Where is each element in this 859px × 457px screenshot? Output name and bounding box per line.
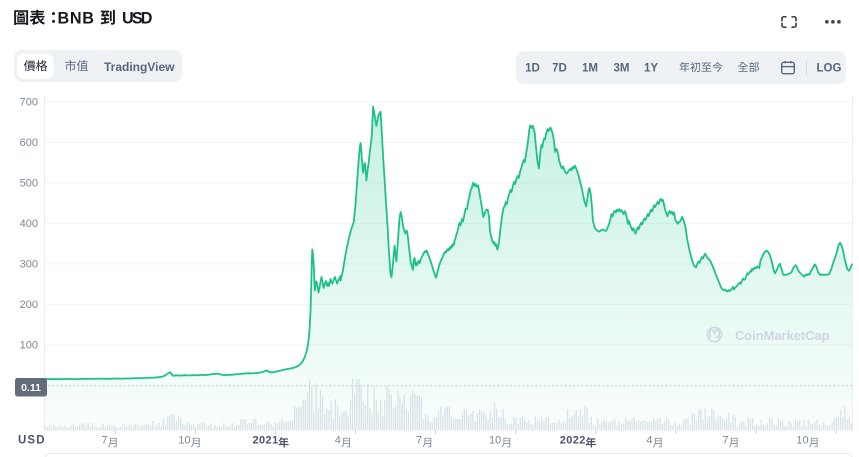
svg-text:3M: 3M [614, 62, 630, 74]
svg-text:10: 10 [796, 435, 808, 447]
svg-text:4: 4 [335, 435, 341, 447]
svg-text:7: 7 [101, 435, 107, 447]
svg-text:USD: USD [122, 10, 153, 28]
svg-text:10: 10 [489, 435, 501, 447]
svg-text:2021: 2021 [253, 435, 279, 447]
svg-text:10: 10 [178, 435, 190, 447]
svg-text:100: 100 [20, 340, 38, 352]
svg-text:7: 7 [722, 435, 728, 447]
svg-text:1M: 1M [582, 62, 598, 74]
svg-text:600: 600 [20, 137, 38, 149]
svg-text:0.11: 0.11 [21, 382, 41, 394]
svg-text:7D: 7D [552, 62, 567, 74]
svg-text:CoinMarketCap: CoinMarketCap [735, 328, 830, 343]
svg-text:400: 400 [20, 218, 38, 230]
svg-text:2022: 2022 [560, 435, 586, 447]
svg-text:1Y: 1Y [644, 62, 658, 74]
svg-text:BNB: BNB [58, 10, 95, 28]
svg-text:1D: 1D [525, 62, 540, 74]
svg-text:TradingView: TradingView [104, 60, 175, 74]
svg-text:300: 300 [20, 259, 38, 271]
svg-text:USD: USD [18, 435, 45, 447]
svg-text:7: 7 [416, 435, 422, 447]
svg-text:4: 4 [646, 435, 652, 447]
svg-text:500: 500 [20, 178, 38, 190]
svg-text:200: 200 [20, 299, 38, 311]
svg-text:LOG: LOG [817, 62, 842, 74]
svg-text:700: 700 [20, 97, 38, 109]
